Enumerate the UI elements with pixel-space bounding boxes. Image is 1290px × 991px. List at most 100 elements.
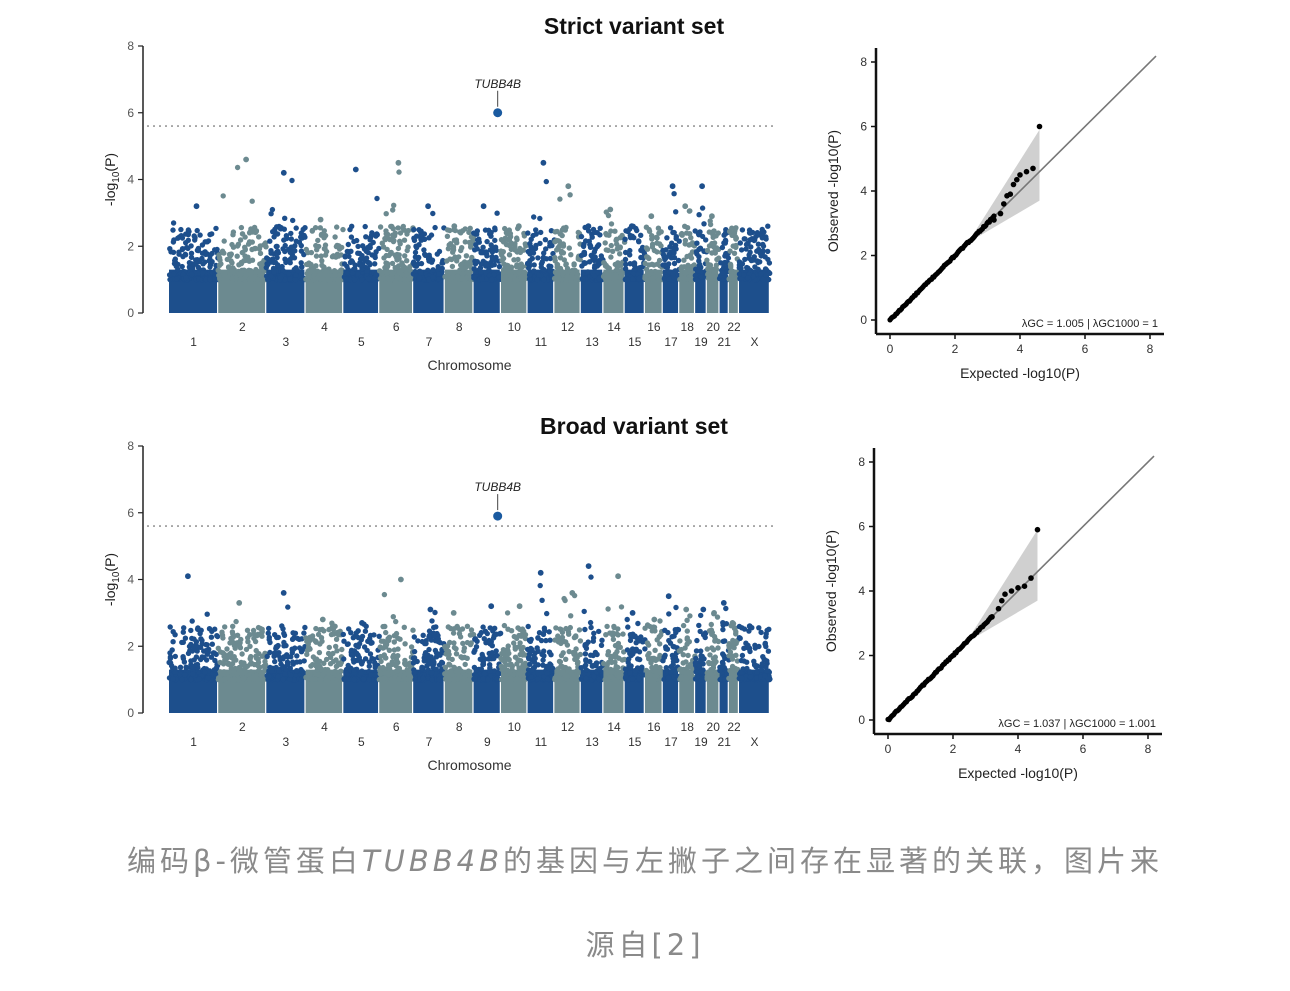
snp-point (233, 618, 239, 625)
snp-point (687, 231, 693, 237)
snp-point (604, 623, 610, 630)
snp-point (520, 650, 526, 656)
snp-point (218, 261, 224, 267)
manhattan-plot-strict: 02468-log10(P)123456789TUBB4B10111213141… (102, 39, 776, 373)
snp-point (447, 241, 454, 247)
snp-point (554, 228, 560, 235)
snp-point (568, 276, 574, 282)
snp-point (619, 657, 625, 663)
snp-point (547, 637, 553, 643)
snp-point (402, 253, 408, 259)
snp-point (172, 669, 179, 675)
snp-point (477, 632, 483, 638)
snp-point (376, 268, 383, 274)
snp-point (450, 245, 457, 251)
snp-point (366, 663, 372, 669)
snp-point (367, 235, 374, 241)
snp-point (288, 654, 294, 660)
snp-point (460, 640, 466, 647)
snp-point (378, 638, 385, 644)
snp-point (322, 232, 329, 239)
snp-point (755, 259, 761, 266)
snp-point (544, 676, 551, 682)
snp-point (687, 276, 693, 283)
snp-point (736, 259, 743, 265)
y-tick-label: 0 (860, 313, 867, 327)
snp-point (682, 237, 689, 244)
y-tick-label: 0 (858, 713, 865, 727)
snp-point (452, 227, 458, 234)
snp-point (217, 669, 223, 675)
snp-point (255, 676, 261, 683)
snp-point (277, 657, 283, 663)
chromosome-22-points (726, 225, 742, 313)
snp-point (313, 662, 319, 668)
snp-point (670, 271, 676, 277)
snp-point (266, 634, 272, 641)
y-tick-label: 0 (127, 706, 134, 720)
snp-point (727, 675, 733, 682)
snp-point (638, 232, 644, 238)
snp-point (386, 647, 393, 653)
snp-point (762, 641, 768, 647)
snp-point (636, 675, 642, 682)
snp-point (677, 276, 683, 283)
x-tick-label: 8 (1147, 342, 1154, 356)
qq-point-tail (1030, 165, 1036, 172)
snp-point (208, 634, 215, 640)
snp-point (419, 665, 425, 672)
snp-point (571, 262, 577, 268)
snp-point (293, 238, 299, 244)
snp-point (381, 255, 387, 261)
snp-point (430, 630, 437, 636)
x-axis-label: Expected -log10(P) (958, 765, 1078, 781)
snp-point (282, 276, 288, 283)
snp-point (209, 641, 215, 647)
snp-point (243, 646, 250, 653)
chromosome-tick-label: 17 (664, 335, 678, 349)
snp-point (298, 676, 304, 683)
snp-point (335, 276, 341, 283)
y-axis-label: -log10(P) (102, 553, 122, 606)
snp-point (622, 256, 629, 263)
snp-point (745, 275, 751, 281)
snp-point (277, 275, 284, 281)
chromosome-12-points (552, 590, 584, 713)
snp-point (726, 276, 732, 282)
snp-point (442, 664, 449, 670)
snp-point (521, 269, 528, 275)
snp-point (327, 674, 333, 680)
snp-point (723, 605, 729, 612)
snp-point (608, 242, 614, 249)
chromosome-tick-label: 3 (283, 735, 290, 749)
snp-point (573, 646, 579, 652)
x-tick-label: 4 (1017, 342, 1024, 356)
snp-point (639, 665, 645, 671)
snp-point (359, 276, 365, 283)
snp-point (580, 276, 586, 282)
snp-point (182, 252, 189, 258)
snp-point (322, 242, 329, 248)
snp-point (699, 233, 706, 240)
snp-point (239, 231, 246, 237)
chromosome-tick-label: 2 (239, 320, 246, 334)
snp-point (472, 675, 478, 682)
snp-point (457, 627, 463, 633)
snp-point (194, 227, 200, 234)
snp-point (241, 267, 247, 273)
snp-point (562, 597, 568, 604)
snp-point (509, 676, 515, 683)
snp-point (644, 246, 651, 252)
qq-plot-strict: 0 2 4 6 8 0 2 4 6 8 λGC = 1.005 | λGC1000 = 1 Obser… (825, 48, 1164, 381)
snp-point (494, 676, 500, 682)
snp-point (388, 223, 394, 230)
snp-point (402, 661, 408, 667)
snp-point (539, 259, 545, 265)
snp-point (313, 625, 319, 632)
snp-point (317, 676, 324, 683)
snp-point (341, 676, 347, 682)
snp-point (615, 664, 621, 671)
snp-point (667, 244, 673, 250)
snp-point (376, 633, 382, 639)
chromosome-8-points (442, 223, 477, 313)
